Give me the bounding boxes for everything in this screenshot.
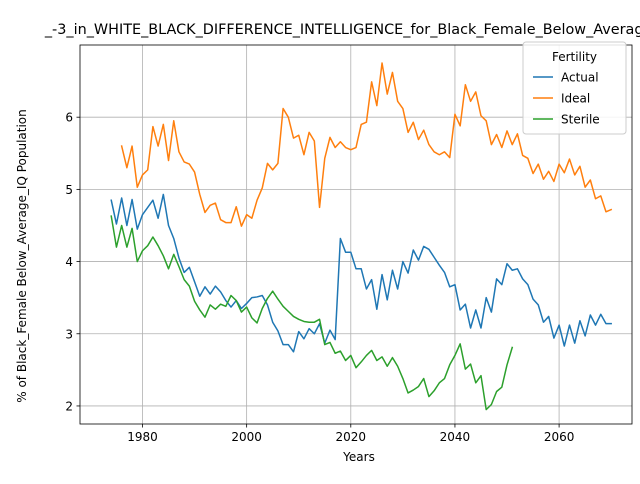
legend-title: Fertility	[552, 50, 597, 64]
y-tick-label: 5	[65, 183, 73, 197]
plot-frame	[79, 44, 633, 425]
x-axis: 1980 2000 2020 2040 2060	[127, 424, 574, 444]
legend-label: Sterile	[561, 113, 600, 127]
x-tick-label: 2020	[336, 430, 367, 444]
x-tick-label: 1980	[127, 430, 158, 444]
y-tick-label: 6	[65, 111, 73, 125]
series-line-ideal	[120, 62, 613, 227]
y-tick-label: 4	[65, 255, 73, 269]
y-tick-label: 3	[65, 327, 73, 341]
legend-box	[522, 41, 627, 135]
legend-label: Actual	[561, 71, 599, 85]
x-tick-label: 2060	[544, 430, 575, 444]
y-tick-label: 2	[65, 399, 73, 413]
series-layer	[110, 62, 613, 411]
chart-title: _-3_in_WHITE_BLACK_DIFFERENCE_INTELLIGEN…	[44, 22, 640, 38]
series-line-actual	[110, 193, 612, 353]
legend: Fertility Actual Ideal Sterile	[522, 41, 627, 135]
x-axis-label: Years	[342, 450, 375, 464]
series-line-sterile	[110, 215, 514, 411]
y-axis: 2 3 4 5 6	[65, 111, 80, 413]
legend-label: Ideal	[561, 92, 590, 106]
x-tick-label: 2040	[440, 430, 471, 444]
y-axis-label: % of Black_Female Below_Average_IQ Popul…	[15, 109, 29, 403]
x-tick-label: 2000	[231, 430, 262, 444]
